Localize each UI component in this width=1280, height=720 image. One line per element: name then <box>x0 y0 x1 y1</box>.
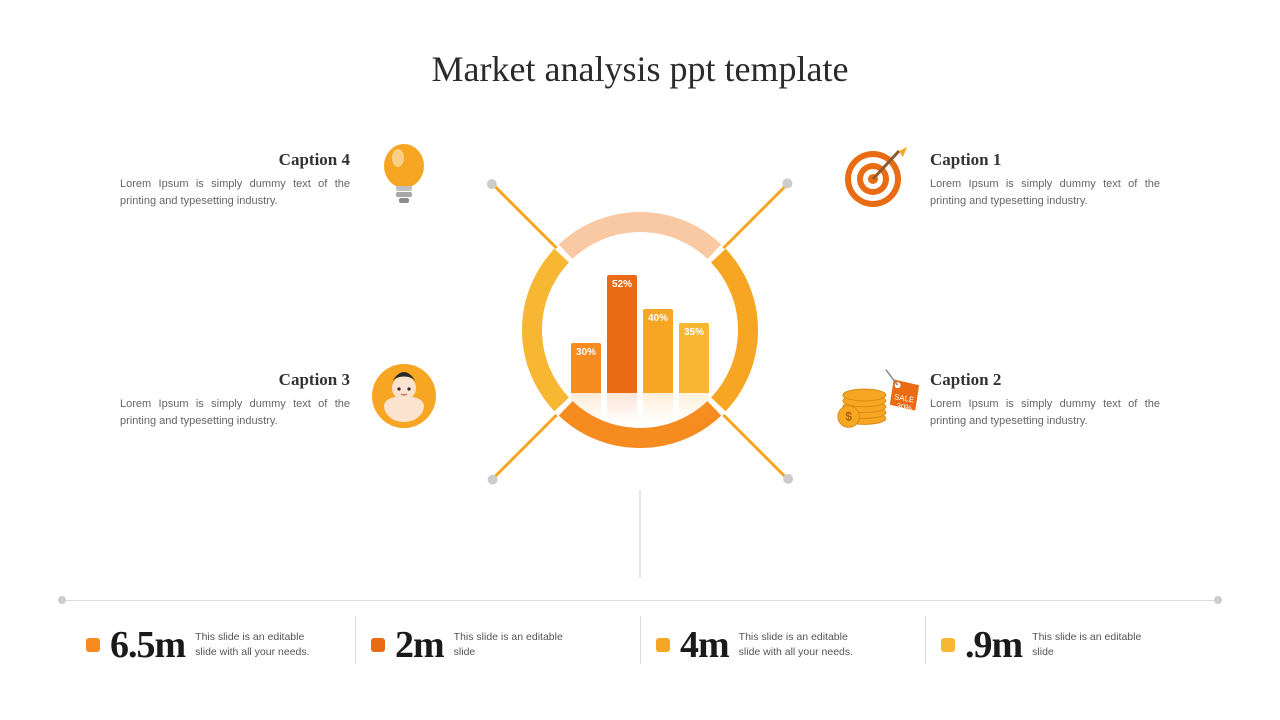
caption-title: Caption 3 <box>120 370 350 390</box>
stat-value: 2m <box>395 623 444 667</box>
caption-body: Lorem Ipsum is simply dummy text of the … <box>930 176 1160 209</box>
stat-color-square <box>371 638 385 652</box>
center-bar-chart: 30%52%40%35% <box>560 253 720 393</box>
stat-item: .9m This slide is an editable slide <box>925 600 1210 680</box>
diagram-area: 30%52%40%35% Caption 4 Lorem Ipsum is si… <box>0 110 1280 550</box>
caption-top-right: Caption 1 Lorem Ipsum is simply dummy te… <box>930 150 1160 209</box>
caption-title: Caption 2 <box>930 370 1160 390</box>
stat-color-square <box>86 638 100 652</box>
stat-value: 6.5m <box>110 623 185 667</box>
target-icon <box>840 140 912 212</box>
caption-body: Lorem Ipsum is simply dummy text of the … <box>930 396 1160 429</box>
stat-color-square <box>656 638 670 652</box>
caption-title: Caption 1 <box>930 150 1160 170</box>
caption-top-left: Caption 4 Lorem Ipsum is simply dummy te… <box>120 150 350 209</box>
page-title: Market analysis ppt template <box>0 0 1280 90</box>
stat-color-square <box>941 638 955 652</box>
caption-body: Lorem Ipsum is simply dummy text of the … <box>120 176 350 209</box>
svg-text:30%: 30% <box>896 401 913 413</box>
stat-value: .9m <box>965 623 1022 667</box>
coins-sale-icon: $ SALE 30% <box>835 360 925 432</box>
stat-desc: This slide is an editable slide with all… <box>195 630 315 659</box>
stat-value: 4m <box>680 623 729 667</box>
stat-item: 2m This slide is an editable slide <box>355 600 640 680</box>
connector-down <box>640 490 641 578</box>
caption-bottom-left: Caption 3 Lorem Ipsum is simply dummy te… <box>120 370 350 429</box>
row-endcap <box>58 596 66 604</box>
caption-bottom-right: Caption 2 Lorem Ipsum is simply dummy te… <box>930 370 1160 429</box>
stat-item: 6.5m This slide is an editable slide wit… <box>70 600 355 680</box>
caption-body: Lorem Ipsum is simply dummy text of the … <box>120 396 350 429</box>
person-icon <box>368 360 440 432</box>
bulb-icon <box>368 140 440 212</box>
caption-title: Caption 4 <box>120 150 350 170</box>
stat-desc: This slide is an editable slide with all… <box>739 630 859 659</box>
stat-item: 4m This slide is an editable slide with … <box>640 600 925 680</box>
stat-desc: This slide is an editable slide <box>1032 630 1152 659</box>
stats-row: 6.5m This slide is an editable slide wit… <box>70 600 1210 680</box>
svg-text:$: $ <box>845 410 852 423</box>
row-endcap <box>1214 596 1222 604</box>
stat-desc: This slide is an editable slide <box>454 630 574 659</box>
